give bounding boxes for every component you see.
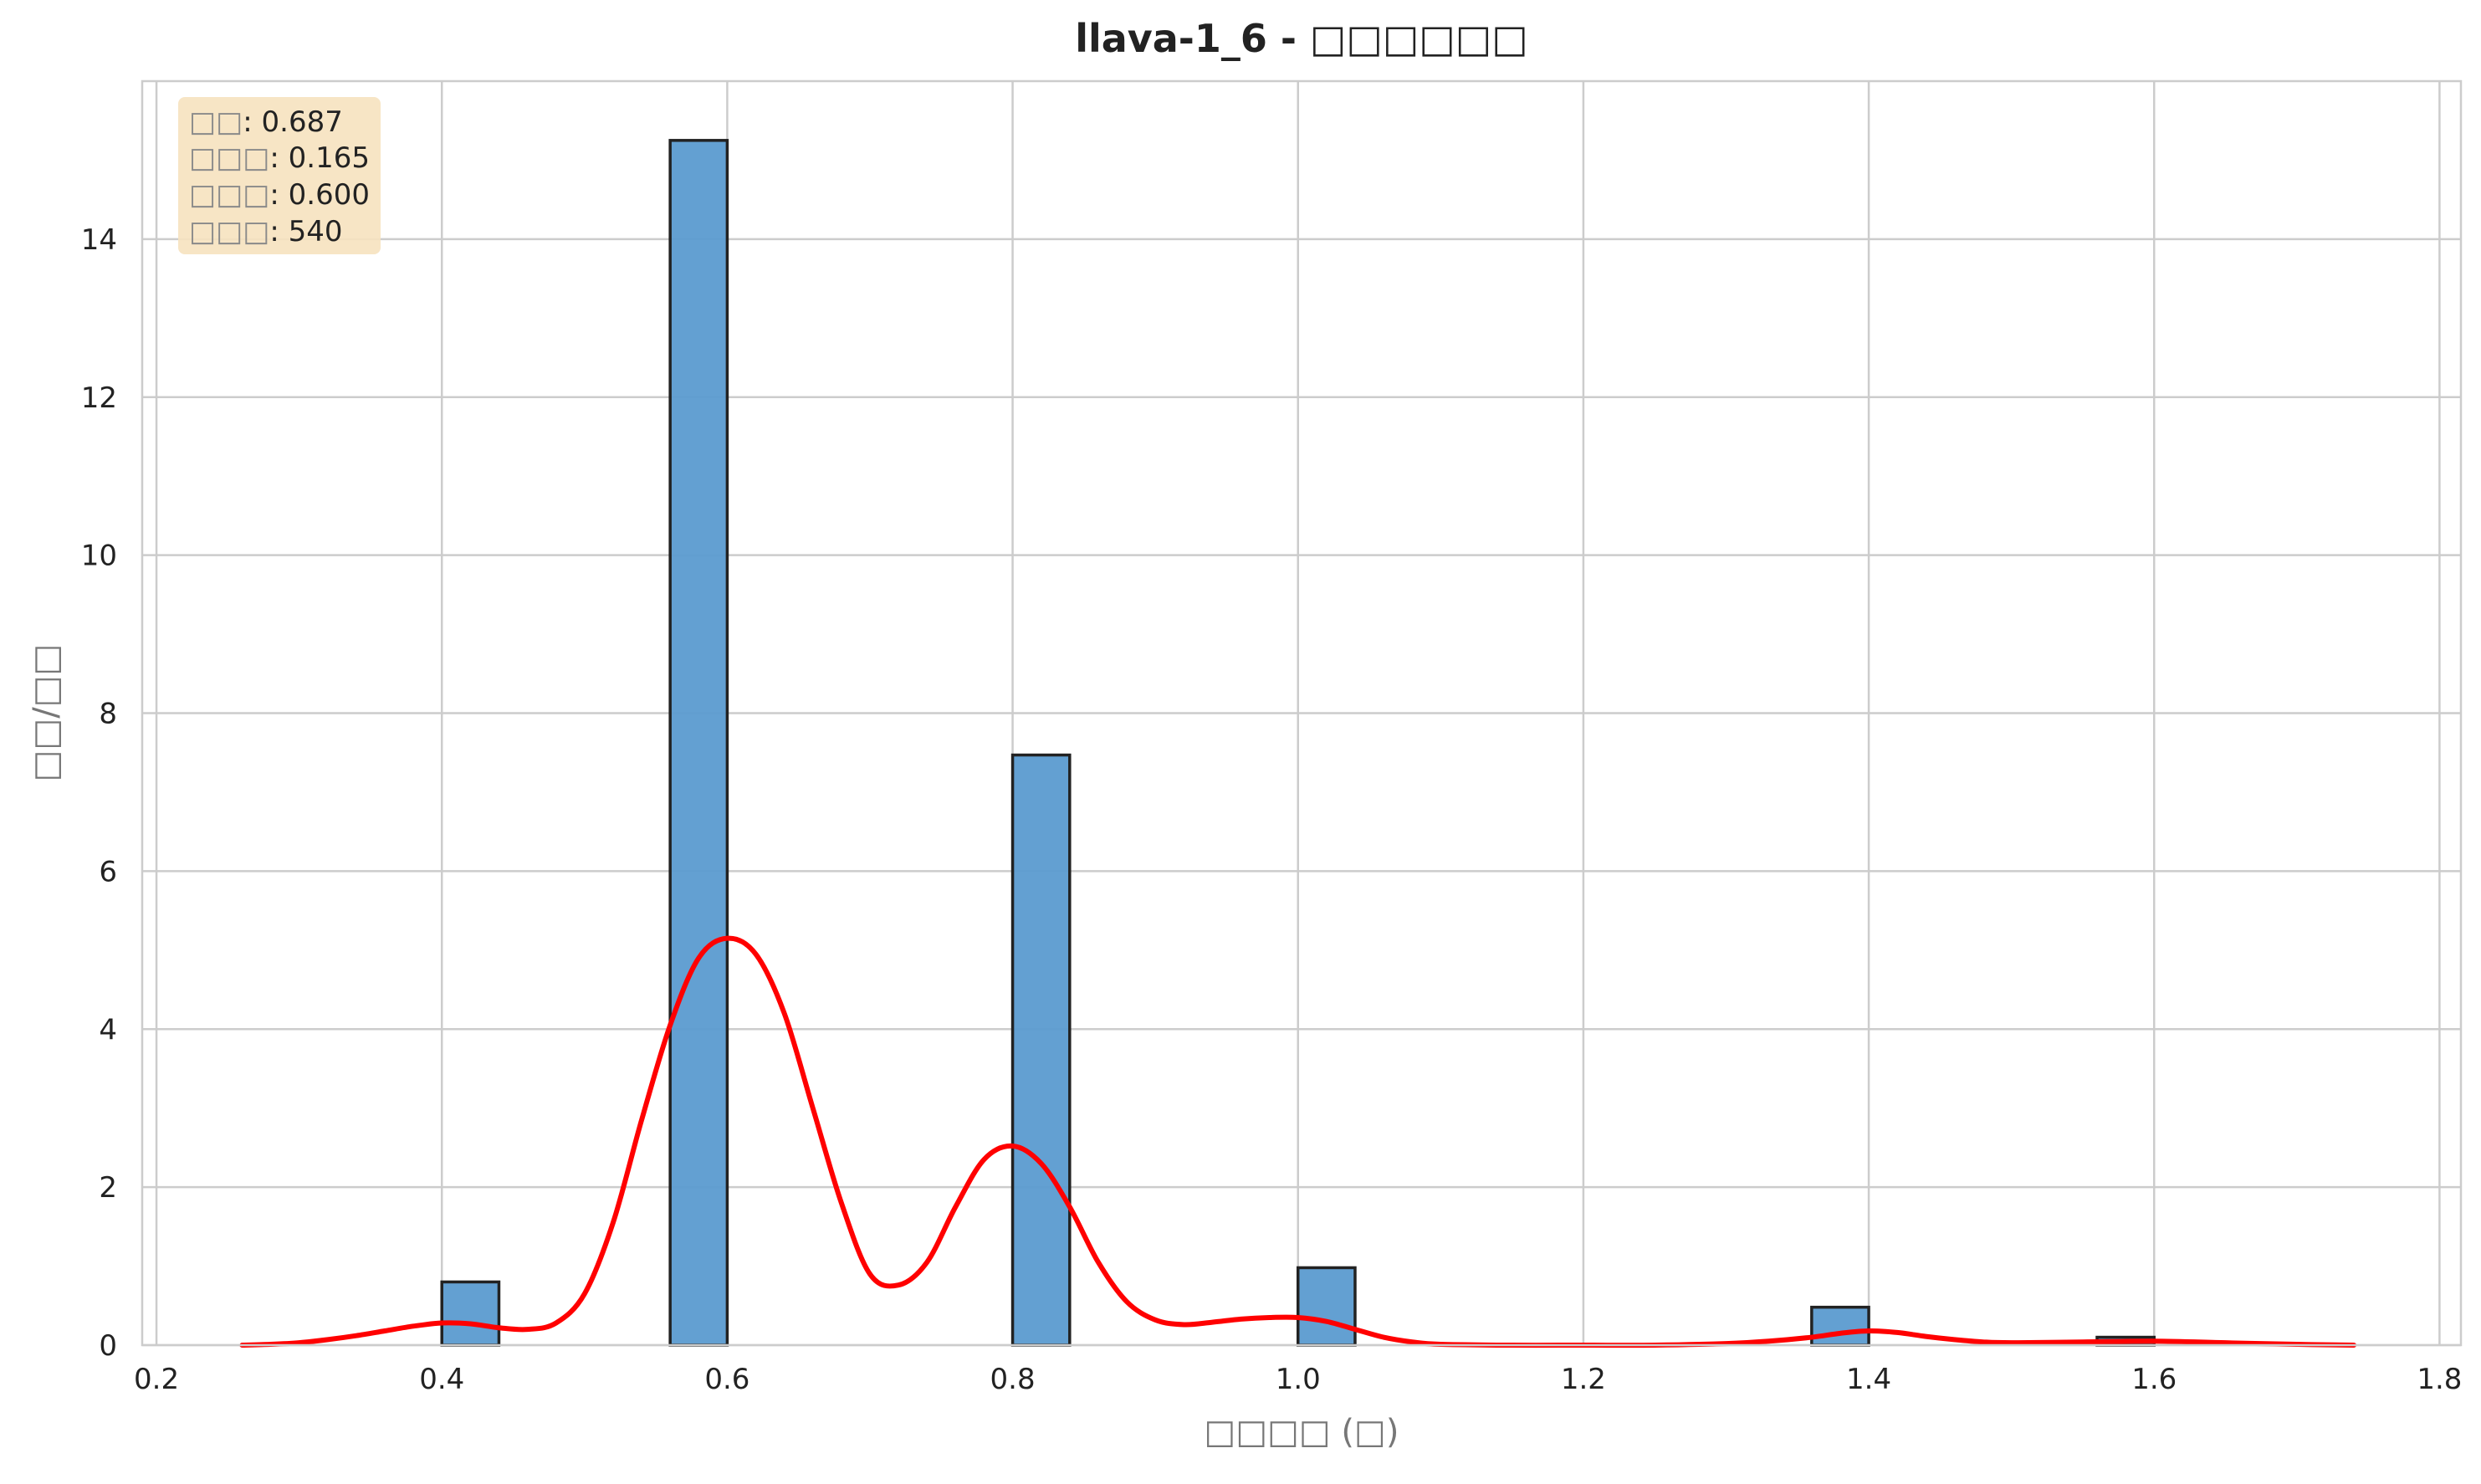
y-tick-label: 0 xyxy=(99,1329,117,1363)
x-tick-label: 0.4 xyxy=(419,1363,464,1396)
y-tick-label: 12 xyxy=(81,381,117,415)
bars-layer xyxy=(440,139,2156,1347)
x-tick-label: 1.0 xyxy=(1276,1363,1321,1396)
histogram-bar xyxy=(1296,1266,1357,1347)
stats-line-count: □□□: 540 xyxy=(189,215,343,248)
x-axis-label: □□□□ (□) xyxy=(1205,1413,1399,1451)
y-tick-label: 4 xyxy=(99,1013,117,1046)
x-tick-label: 1.4 xyxy=(1846,1363,1891,1396)
y-axis-label: □□/□□ xyxy=(27,644,65,782)
y-tick-label: 10 xyxy=(81,540,117,573)
stats-line-median: □□□: 0.600 xyxy=(189,178,370,212)
histogram-bar xyxy=(668,139,729,1347)
x-tick-label: 1.6 xyxy=(2131,1363,2177,1396)
stats-line-mean: □□: 0.687 xyxy=(189,105,343,139)
chart-title: llava-1_6 - □□□□□□ xyxy=(1075,16,1528,61)
histogram-bar xyxy=(1010,753,1072,1347)
stats-box: □□: 0.687 □□□: 0.165 □□□: 0.600 □□□: 540 xyxy=(178,97,381,254)
stats-box-background xyxy=(178,97,381,254)
x-tick-label: 0.6 xyxy=(704,1363,749,1396)
histogram-bar xyxy=(1810,1305,1870,1347)
x-tick-label: 0.8 xyxy=(990,1363,1036,1396)
y-tick-label: 2 xyxy=(99,1171,117,1205)
y-tick-label: 8 xyxy=(99,698,117,731)
histogram-bar xyxy=(440,1280,501,1347)
y-tick-label: 6 xyxy=(99,855,117,888)
y-tick-labels: 0 2 4 6 8 10 12 14 xyxy=(81,223,117,1363)
kde-curve xyxy=(239,935,2357,1348)
x-tick-label: 1.2 xyxy=(1561,1363,1606,1396)
x-tick-label: 1.8 xyxy=(2417,1363,2462,1396)
x-tick-label: 0.2 xyxy=(134,1363,179,1396)
y-tick-label: 14 xyxy=(81,223,117,257)
kde-layer xyxy=(239,935,2357,1348)
x-tick-labels: 0.2 0.4 0.6 0.8 1.0 1.2 1.4 1.6 1.8 xyxy=(134,1363,2462,1396)
stats-line-std: □□□: 0.165 xyxy=(189,141,370,175)
plot-frame xyxy=(141,79,2463,1347)
